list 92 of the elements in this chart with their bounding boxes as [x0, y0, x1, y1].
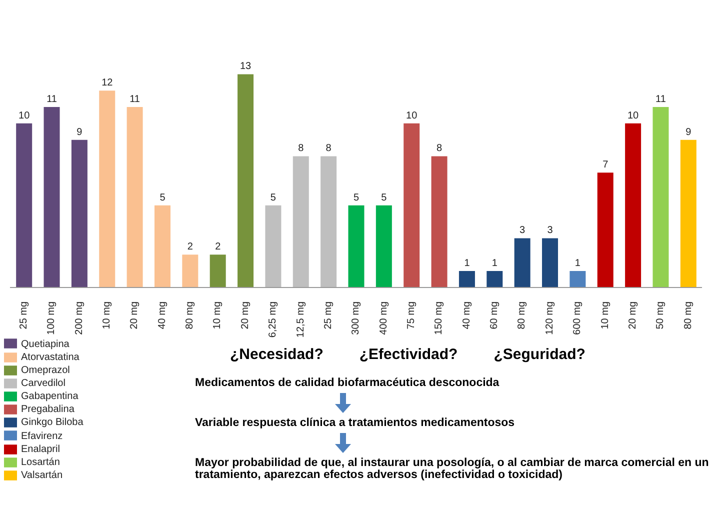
- data-label: 3: [520, 225, 526, 236]
- x-tick-label: 40 mg: [461, 301, 472, 330]
- data-label: 7: [602, 160, 609, 171]
- x-tick-label: 200 mg: [74, 301, 85, 335]
- data-label: 8: [436, 143, 443, 154]
- bar: [376, 205, 392, 288]
- legend-label: Omeprazol: [21, 364, 71, 377]
- data-label: 3: [547, 225, 554, 236]
- text: ¿Seguridad?: [494, 346, 586, 363]
- x-tick-label: 20 mg: [627, 301, 638, 330]
- data-label: 1: [574, 258, 581, 270]
- legend-label: Valsartán: [21, 470, 64, 482]
- data-label: 9: [76, 126, 83, 138]
- x-tick-label: 120 mg: [544, 301, 556, 335]
- bar: [458, 271, 475, 288]
- bar: [292, 156, 309, 288]
- data-label: 1: [464, 258, 470, 270]
- x-tick-label: 75 mg: [406, 301, 417, 330]
- bar: [44, 107, 60, 288]
- x-tick-label: 10 mg: [102, 301, 113, 330]
- data-label: 13: [240, 61, 252, 72]
- x-tick-label: 80 mg: [516, 301, 528, 330]
- x-tick-label: 600 mg: [572, 301, 584, 335]
- legend-label: Pregabalina: [21, 404, 76, 416]
- x-tick-label: 400 mg: [378, 301, 390, 335]
- data-label: 2: [187, 242, 194, 253]
- bar: [652, 107, 669, 288]
- bar: [265, 205, 282, 288]
- x-tick-label: 20 mg: [240, 301, 251, 330]
- bar: [404, 123, 420, 288]
- x-tick-label: 10 mg: [600, 301, 611, 330]
- bar: [680, 140, 696, 288]
- bar: [431, 156, 448, 288]
- data-label: 2: [215, 242, 222, 253]
- data-label: 9: [686, 126, 692, 138]
- bar: [570, 271, 586, 288]
- x-tick-label: 6,25 mg: [268, 301, 279, 338]
- x-tick-label: 300 mg: [350, 301, 362, 335]
- bar: [126, 107, 143, 288]
- data-label: 12: [102, 78, 114, 89]
- bar: [210, 254, 226, 288]
- x-tick-label: 12,5 mg: [295, 301, 306, 338]
- x-tick-label: 25 mg: [322, 301, 334, 330]
- bar: [320, 156, 337, 288]
- legend-label: Enalapril: [21, 444, 61, 456]
- bar: [348, 205, 364, 288]
- bar: [182, 254, 198, 288]
- data-label: 5: [270, 192, 276, 204]
- x-tick-label: 150 mg: [434, 301, 445, 335]
- legend-label: Efavirenz: [21, 430, 64, 443]
- legend-label: Gabapentina: [21, 391, 80, 404]
- legend-label: Ginkgo Biloba: [21, 417, 84, 430]
- text: ¿Efectividad?: [359, 346, 458, 363]
- bar: [486, 271, 503, 288]
- bar: [625, 123, 642, 288]
- x-tick-label: 80 mg: [184, 301, 196, 330]
- data-label: 10: [627, 110, 640, 122]
- bar: [154, 205, 170, 288]
- x-tick-label: 10 mg: [212, 301, 224, 330]
- x-tick-label: 40 mg: [156, 301, 168, 330]
- text: Medicamentos de calidad biofarmacéutica desconocida: [195, 377, 500, 389]
- bar: [71, 140, 88, 288]
- bar: [514, 238, 530, 288]
- bar: [597, 172, 614, 288]
- bar: [238, 74, 254, 288]
- bar: [99, 90, 116, 288]
- data-label: 11: [130, 94, 140, 106]
- data-label: 1: [492, 258, 498, 270]
- data-label: 11: [656, 94, 666, 106]
- data-label: 5: [381, 192, 388, 204]
- text: Variable respuesta clínica a tratamientos medicamentosos: [195, 417, 516, 429]
- data-label: 11: [46, 94, 58, 106]
- x-tick-label: 50 mg: [655, 301, 666, 330]
- bar: [16, 123, 32, 288]
- x-tick-label: 25 mg: [18, 301, 30, 330]
- bar: [542, 238, 558, 288]
- data-label: 8: [298, 143, 304, 154]
- x-tick-label: 20 mg: [129, 301, 140, 330]
- legend-label: Atorvastatina: [21, 352, 80, 364]
- data-label: 8: [326, 143, 332, 154]
- text: ¿Necesidad?: [230, 346, 324, 363]
- data-label: 10: [406, 110, 418, 122]
- data-label: 5: [353, 192, 360, 204]
- legend-label: Quetiapina: [21, 338, 70, 351]
- x-tick-label: 80 mg: [682, 301, 694, 330]
- x-tick-label: 60 mg: [489, 301, 500, 330]
- data-label: 10: [18, 110, 30, 122]
- x-tick-label: 100 mg: [46, 301, 58, 335]
- legend-label: Carvedilol: [21, 378, 66, 390]
- legend-label: Losartán: [21, 456, 61, 469]
- text: Mayor probabilidad de que, al instaurar una posología, o al cambiar de marca comercial en un tratamiento, aparezcan efectos adversos (inefectividad o toxicidad): [195, 457, 710, 481]
- data-label: 5: [160, 192, 166, 204]
